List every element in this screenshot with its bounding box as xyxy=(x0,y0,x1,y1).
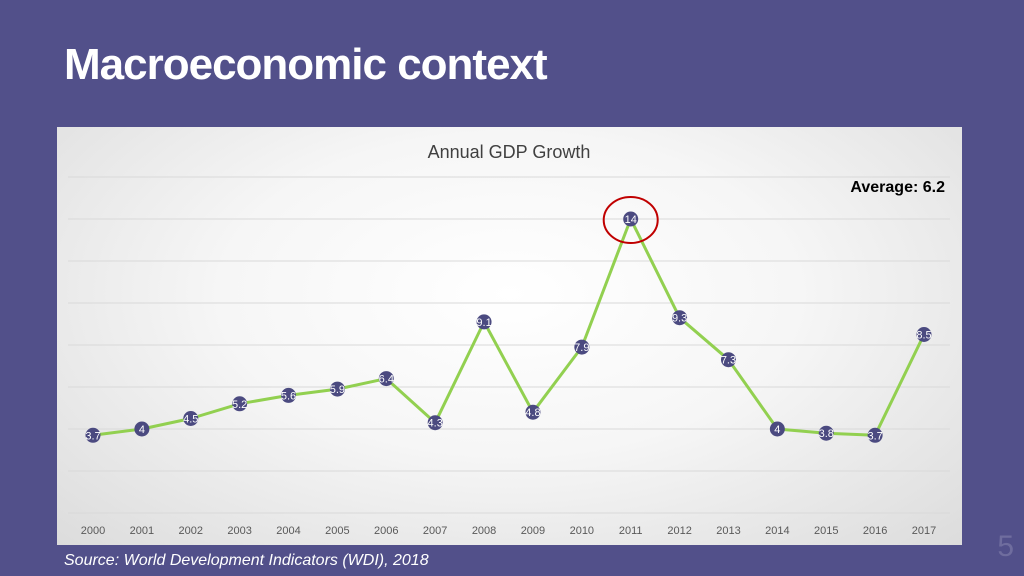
data-label: 5.6 xyxy=(281,390,296,402)
data-point-2012: 9.3 xyxy=(672,310,688,326)
x-tick-label-2000: 2000 xyxy=(81,525,105,537)
data-point-2017: 8.5 xyxy=(916,327,932,342)
data-label: 7.9 xyxy=(574,342,589,354)
data-point-2013: 7.3 xyxy=(720,352,736,368)
point-marker xyxy=(476,314,492,330)
point-marker xyxy=(916,327,932,342)
point-marker xyxy=(525,404,541,420)
data-label: 3.8 xyxy=(819,428,834,440)
data-label: 4.5 xyxy=(183,414,198,426)
point-marker xyxy=(85,427,101,443)
x-tick-label-2004: 2004 xyxy=(276,525,300,537)
gdp-line-chart: Annual GDP Growth 2000 2001 2002 2003 2004 20… xyxy=(68,142,950,537)
x-tick-label-2010: 2010 xyxy=(570,525,594,537)
data-point-2010: 7.9 xyxy=(574,339,590,355)
point-marker xyxy=(427,415,443,431)
x-tick-label-2011: 2011 xyxy=(619,525,643,537)
data-point-2000: 3.7 xyxy=(85,427,101,443)
x-tick-label-2009: 2009 xyxy=(521,525,545,537)
data-point-2011: 14 xyxy=(623,211,639,227)
point-marker xyxy=(232,396,248,412)
point-marker xyxy=(378,371,394,387)
x-tick-label-2016: 2016 xyxy=(863,525,887,537)
x-tick-label-2001: 2001 xyxy=(130,525,154,537)
highlight-circle xyxy=(602,196,659,244)
point-marker xyxy=(720,352,736,368)
point-marker xyxy=(623,211,639,227)
data-label: 9.1 xyxy=(476,317,491,329)
data-label: 14 xyxy=(625,214,637,226)
data-label: 3.7 xyxy=(867,430,882,442)
data-points: 3.7 4 4.5 5.2 5.6 5.9 6.4 4.3 9.1 4.8 7.9 14 9.3 7.3 4… xyxy=(85,211,932,443)
point-marker xyxy=(769,421,785,437)
data-label: 7.3 xyxy=(721,355,736,367)
data-label: 4 xyxy=(774,424,780,436)
data-point-2015: 3.8 xyxy=(818,425,834,441)
x-tick-label-2005: 2005 xyxy=(325,525,349,537)
point-marker xyxy=(281,387,297,403)
data-point-2003: 5.2 xyxy=(232,396,248,412)
x-tick-label-2008: 2008 xyxy=(472,525,496,537)
data-point-2006: 6.4 xyxy=(378,371,394,387)
chart-panel: Annual GDP Growth 2000 2001 2002 2003 2004 20… xyxy=(57,127,962,545)
data-label: 4.8 xyxy=(525,407,540,419)
x-tick-label-2015: 2015 xyxy=(814,525,838,537)
x-tick-label-2003: 2003 xyxy=(227,525,251,537)
x-tick-label-2006: 2006 xyxy=(374,525,398,537)
page-number: 5 xyxy=(997,530,1014,563)
source-note: Source: World Development Indicators (WD… xyxy=(64,552,429,569)
average-annotation: Average: 6.2 xyxy=(850,179,945,196)
x-tick-label-2012: 2012 xyxy=(667,525,691,537)
data-point-2009: 4.8 xyxy=(525,404,541,420)
slide-title: Macroeconomic context xyxy=(64,40,548,89)
point-marker xyxy=(818,425,834,441)
point-marker xyxy=(183,411,199,426)
data-label: 5.2 xyxy=(232,399,247,411)
data-label: 8.5 xyxy=(916,330,931,342)
chart-title: Annual GDP Growth xyxy=(428,142,591,162)
data-label: 9.3 xyxy=(672,313,687,325)
x-axis-tick-labels: 2000 2001 2002 2003 2004 2005 2006 2007 2008 2009… xyxy=(81,525,936,537)
point-marker xyxy=(574,339,590,355)
data-point-2001: 4 xyxy=(134,421,150,437)
data-label: 5.9 xyxy=(330,384,345,396)
gdp-growth-series-line xyxy=(92,217,926,437)
data-point-2002: 4.5 xyxy=(183,411,198,426)
chart-gridlines xyxy=(68,176,950,514)
data-point-2005: 5.9 xyxy=(329,381,345,397)
data-label: 4.3 xyxy=(428,418,443,430)
point-marker xyxy=(867,427,883,443)
x-tick-label-2002: 2002 xyxy=(179,525,203,537)
data-point-2016: 3.7 xyxy=(867,427,883,443)
x-tick-label-2014: 2014 xyxy=(765,525,789,537)
point-marker xyxy=(672,310,688,326)
data-point-2008: 9.1 xyxy=(476,314,492,330)
point-marker xyxy=(134,421,150,437)
data-label: 6.4 xyxy=(379,374,394,386)
point-marker xyxy=(329,381,345,397)
data-point-2007: 4.3 xyxy=(427,415,443,431)
x-tick-label-2017: 2017 xyxy=(912,525,936,537)
data-label: 3.7 xyxy=(85,430,100,442)
data-point-2004: 5.6 xyxy=(281,387,297,403)
x-tick-label-2013: 2013 xyxy=(716,525,740,537)
data-label: 4 xyxy=(139,424,145,436)
data-point-2014: 4 xyxy=(769,421,785,437)
x-tick-label-2007: 2007 xyxy=(423,525,447,537)
